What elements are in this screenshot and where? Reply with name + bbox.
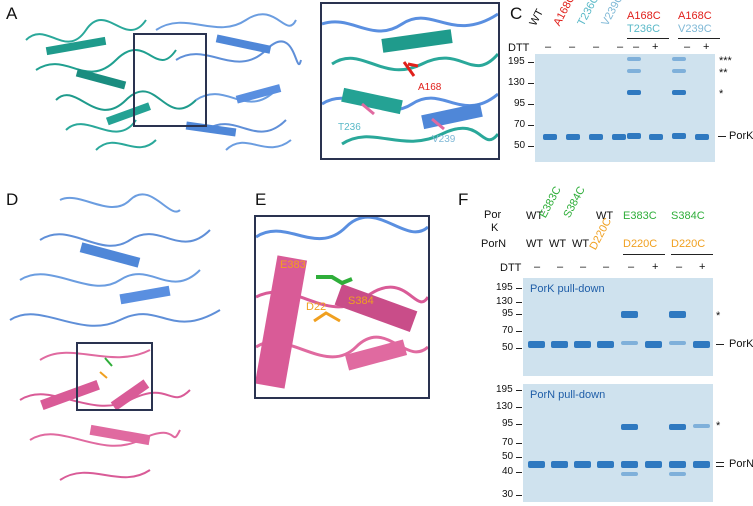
mw-ft-70: 70: [502, 325, 514, 336]
row-k: K: [491, 222, 499, 234]
dtt-f-0: –: [534, 261, 541, 273]
n-lane-3: D220C: [587, 216, 615, 252]
n-lane-1: WT: [549, 238, 567, 250]
k-lane-3: WT: [596, 210, 614, 222]
mw-ft-130: 130: [496, 296, 513, 307]
gel-c: [535, 54, 715, 162]
dtt-c-6: –: [684, 41, 691, 53]
dtt-c-5: +: [652, 41, 659, 53]
mw-c-50: 50: [514, 140, 526, 151]
dtt-f-3: –: [603, 261, 610, 273]
dtt-f-7: +: [699, 261, 706, 273]
mw-c-70: 70: [514, 119, 526, 130]
panel-b-zoom: A168 T236 V239: [320, 2, 500, 160]
star-f-top: *: [716, 310, 721, 322]
dtt-c-3: –: [617, 41, 624, 53]
label-e383: E383: [280, 259, 306, 271]
n-lane-4: D220C: [623, 238, 658, 250]
mw-fb-130: 130: [496, 401, 513, 412]
pair2-bottom: V239C: [678, 23, 712, 35]
stars-3: ***: [719, 55, 732, 67]
k-lane-0: WT: [526, 210, 544, 222]
dtt-f-4: –: [628, 261, 635, 273]
dtt-f-6: –: [676, 261, 683, 273]
label-s384: S384: [348, 295, 374, 307]
mw-fb-195: 195: [496, 384, 513, 395]
title-pork-pulldown: PorK pull-down: [530, 283, 605, 295]
dtt-c-0: –: [545, 41, 552, 53]
mw-ft-50: 50: [502, 342, 514, 353]
panel-b-structure: [322, 4, 498, 158]
panel-a-structure: [25, 13, 302, 151]
panel-e-structure: [256, 217, 428, 397]
pair2-top: A168C: [678, 10, 712, 22]
mw-fb-40: 40: [502, 466, 514, 477]
mw-fb-50: 50: [502, 451, 514, 462]
row-porn: PorN: [481, 238, 507, 250]
dtt-c-2: –: [593, 41, 600, 53]
panel-label-f: F: [458, 190, 469, 209]
n-lane-0: WT: [526, 238, 544, 250]
panel-e-zoom: E383 S384 D22: [254, 215, 430, 399]
mw-c-130: 130: [508, 77, 525, 88]
panel-label-d: D: [6, 190, 19, 209]
label-t236: T236: [338, 122, 361, 133]
dtt-c-4: –: [633, 41, 640, 53]
pair1-bottom: T236C: [627, 23, 661, 35]
k-lane-1: E383C: [537, 184, 564, 220]
pair1-top: A168C: [627, 10, 661, 22]
star-f-bottom: *: [716, 420, 721, 432]
row-por: Por: [484, 209, 502, 221]
panel-label-a: A: [6, 4, 18, 23]
mw-fb-70: 70: [502, 437, 514, 448]
stars-1: *: [719, 88, 724, 100]
mw-c-95: 95: [514, 98, 526, 109]
dtt-f-2: –: [580, 261, 587, 273]
stars-2: **: [719, 67, 728, 79]
dtt-label-c: DTT: [508, 42, 530, 54]
title-porn-pulldown: PorN pull-down: [530, 389, 606, 401]
panel-label-c: C: [510, 4, 523, 23]
lane-wt: WT: [527, 7, 547, 29]
mw-fb-30: 30: [502, 489, 514, 500]
label-d22: D22: [306, 301, 327, 313]
k-lane-5: S384C: [671, 210, 705, 222]
dtt-c-1: –: [569, 41, 576, 53]
dtt-f-1: –: [557, 261, 564, 273]
protein-c: PorK: [729, 130, 753, 142]
mw-c-195: 195: [508, 56, 525, 67]
gel-f-top: PorK pull-down: [523, 278, 713, 376]
lane-v239c: V239C: [599, 0, 626, 28]
dtt-f-5: +: [652, 261, 659, 273]
lane-a168c: A168C: [551, 0, 578, 28]
mw-fb-95: 95: [502, 418, 514, 429]
lane-t236c: T236C: [575, 0, 602, 29]
gel-f-bottom: PorN pull-down: [523, 384, 713, 502]
label-v239: V239: [432, 134, 456, 145]
n-lane-5: D220C: [671, 238, 706, 250]
label-a168: A168: [418, 82, 442, 93]
k-lane-2: S384C: [561, 184, 588, 220]
mw-ft-95: 95: [502, 308, 514, 319]
panel-d-structure: [9, 193, 221, 481]
mw-ft-195: 195: [496, 282, 513, 293]
protein-f-top: PorK: [729, 338, 753, 350]
dtt-label-f: DTT: [500, 262, 522, 274]
dtt-c-7: +: [703, 41, 710, 53]
panel-label-e: E: [255, 190, 267, 209]
k-lane-4: E383C: [623, 210, 657, 222]
n-lane-2: WT: [572, 238, 590, 250]
protein-f-bottom: PorN: [729, 458, 753, 470]
